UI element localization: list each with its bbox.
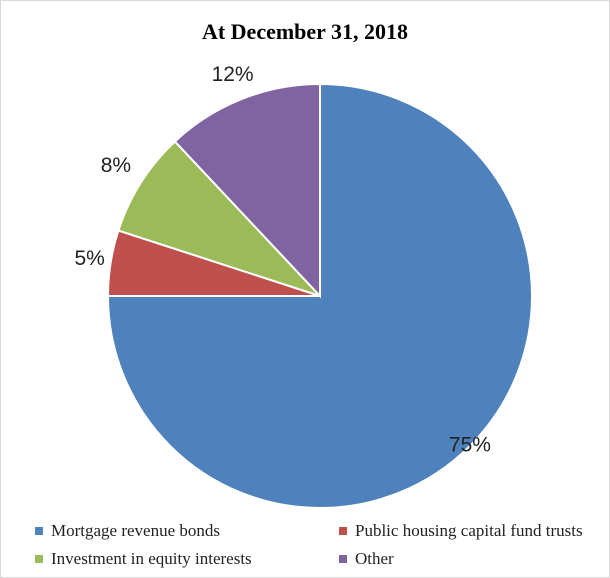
pie-slice-mortgage-revenue-bonds: [106, 82, 533, 509]
data-label-other: 12%: [212, 63, 254, 86]
data-label-investment-in-equity-interests: 8%: [101, 154, 131, 177]
data-label-public-housing-capital-fund-trusts: 5%: [74, 247, 104, 270]
pie-slice-other: [173, 82, 321, 299]
data-label-mortgage-revenue-bonds: 75%: [449, 433, 491, 456]
pie-slice-investment-in-equity-interests: [117, 140, 321, 297]
chart-title: At December 31, 2018: [201, 19, 409, 44]
